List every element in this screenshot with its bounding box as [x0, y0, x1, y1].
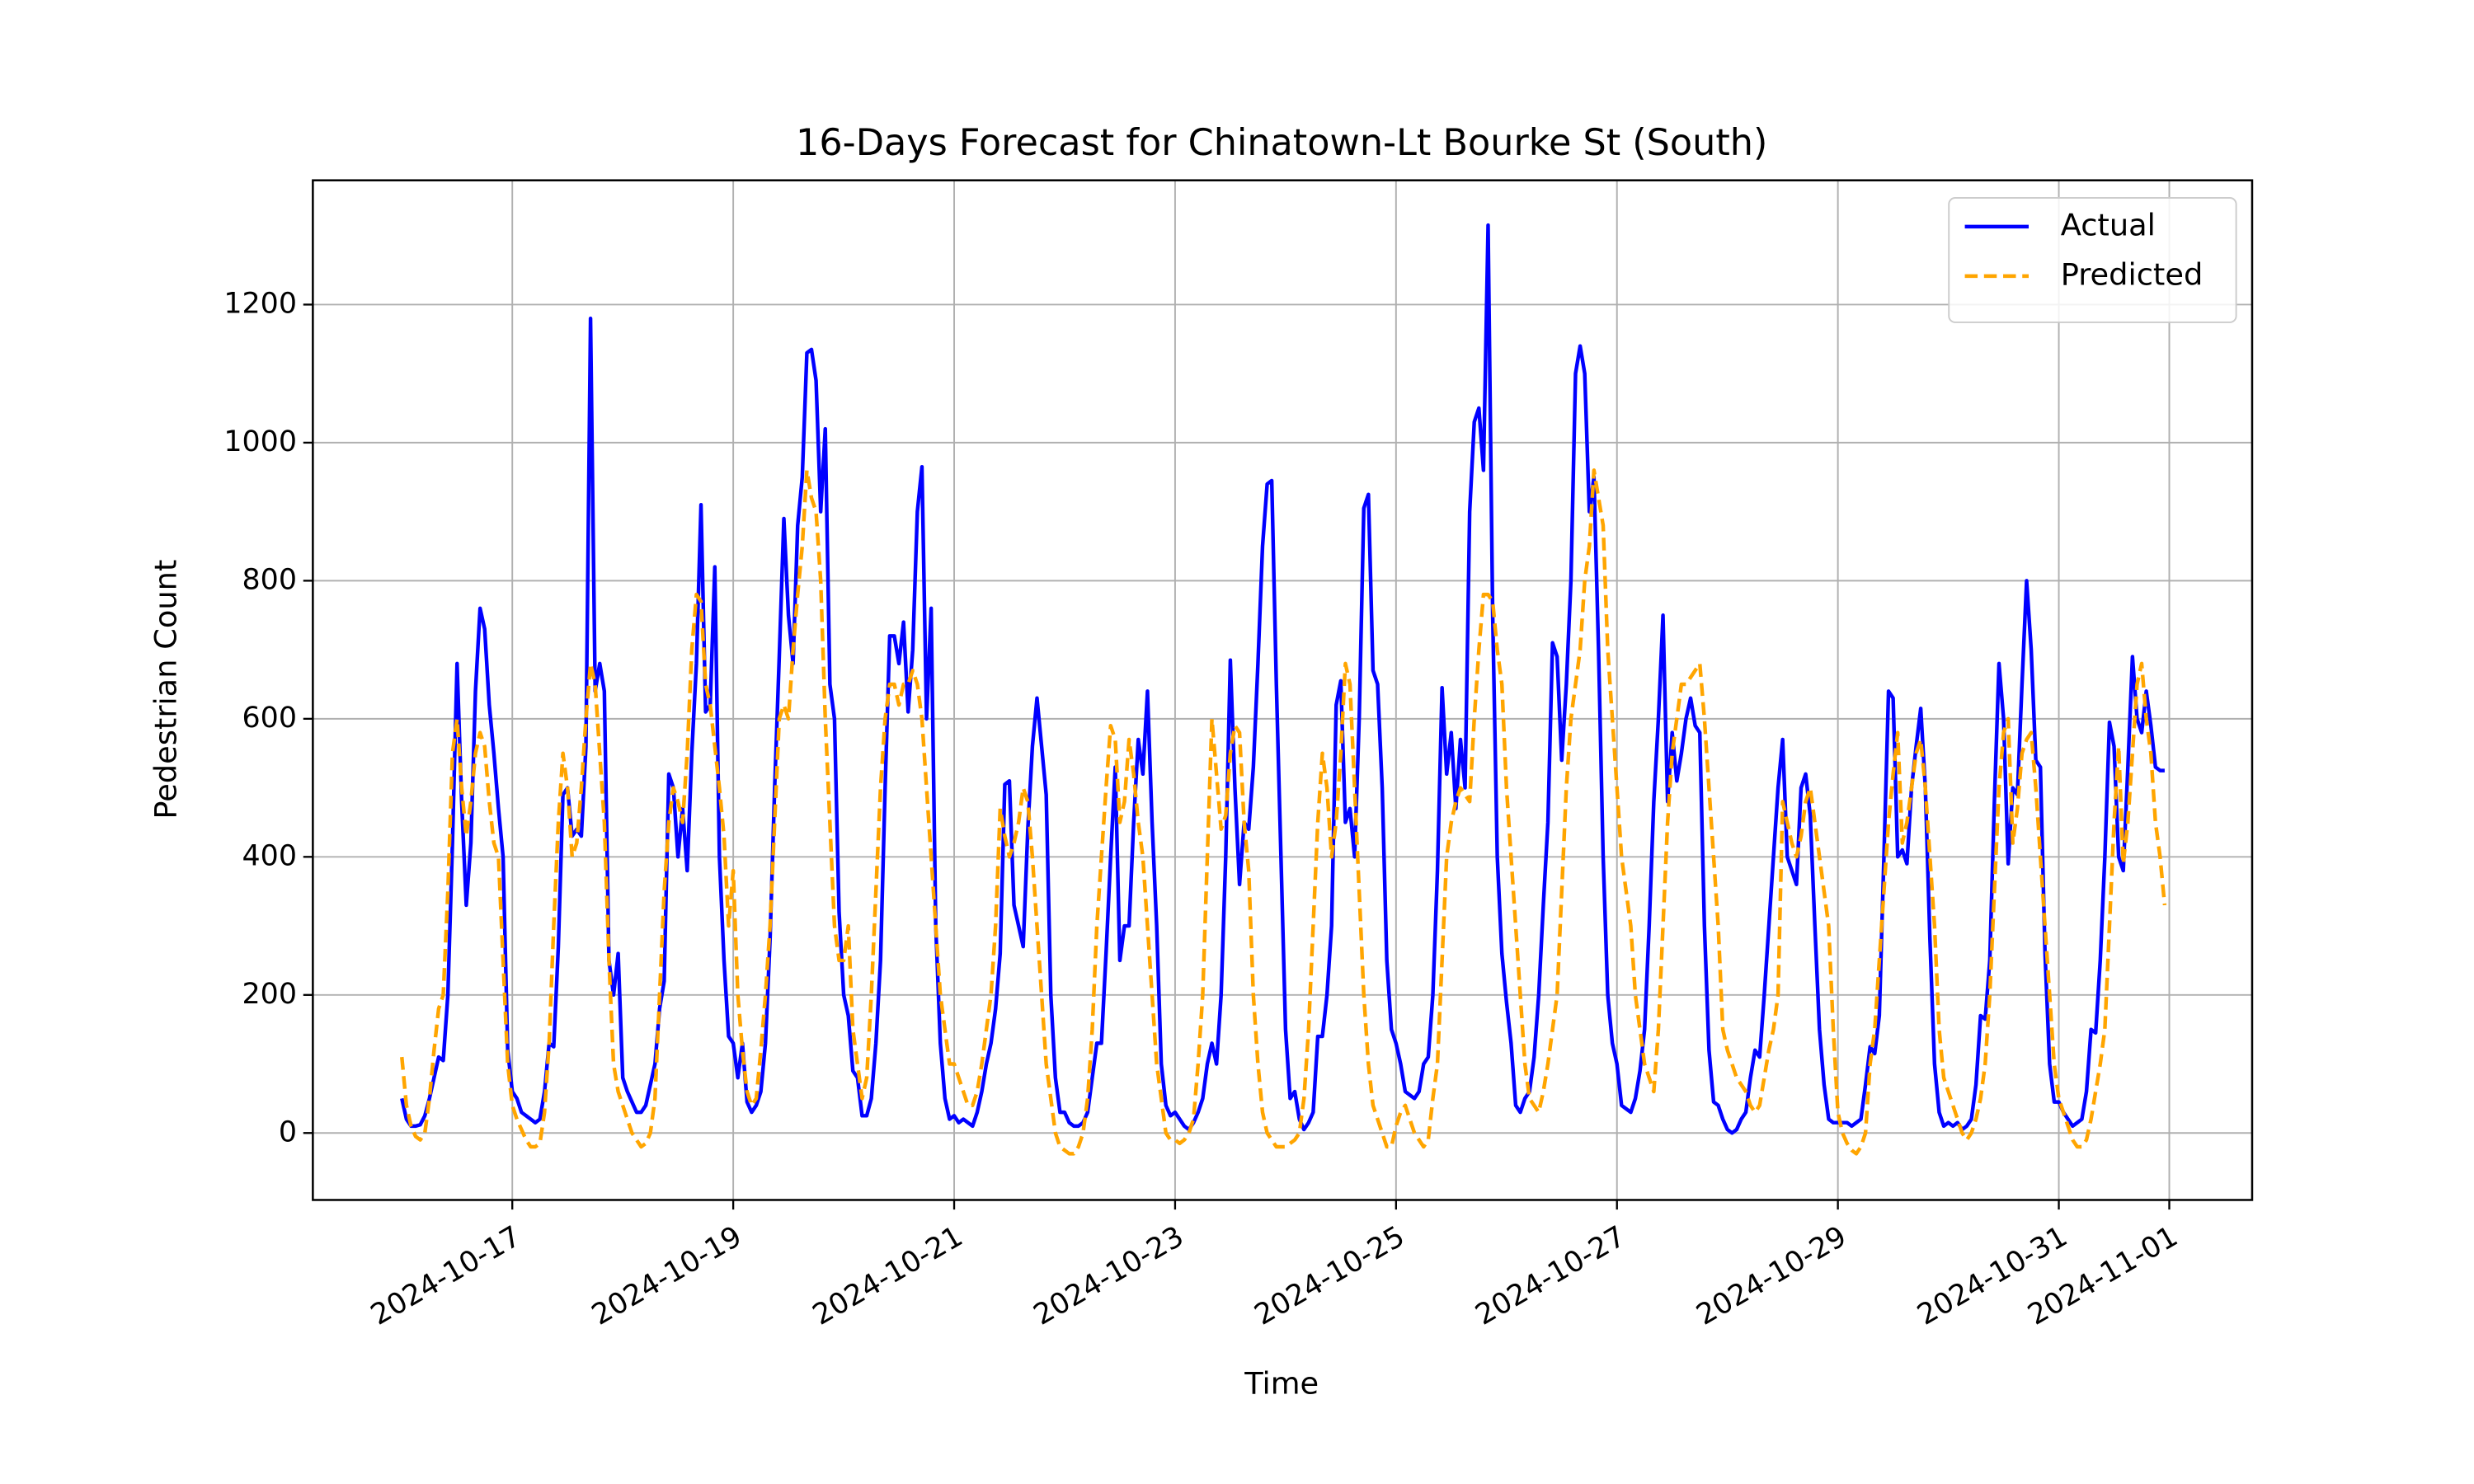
- y-tick-label: 400: [242, 839, 297, 872]
- axes-frame: [312, 179, 2254, 1201]
- y-tick-label: 1000: [223, 425, 297, 458]
- y-tick-label: 200: [242, 978, 297, 1011]
- y-axis-label: Pedestrian Count: [148, 560, 184, 819]
- series-line: [400, 468, 2167, 1156]
- chart-title: 16-Days Forecast for Chinatown-Lt Bourke…: [796, 122, 1767, 164]
- legend-label: Predicted: [2061, 256, 2204, 292]
- legend-box: [1948, 197, 2237, 323]
- y-tick-label: 1200: [223, 287, 297, 320]
- y-tick-label: 600: [242, 702, 297, 735]
- y-tick-label: 0: [279, 1115, 297, 1148]
- legend-label: Actual: [2061, 207, 2156, 242]
- y-tick-label: 800: [242, 563, 297, 596]
- x-axis-label: Time: [1244, 1366, 1319, 1402]
- legend: Actual Predicted: [1948, 197, 2237, 323]
- series-line: [400, 223, 2165, 1135]
- plot-area: [400, 223, 2167, 1156]
